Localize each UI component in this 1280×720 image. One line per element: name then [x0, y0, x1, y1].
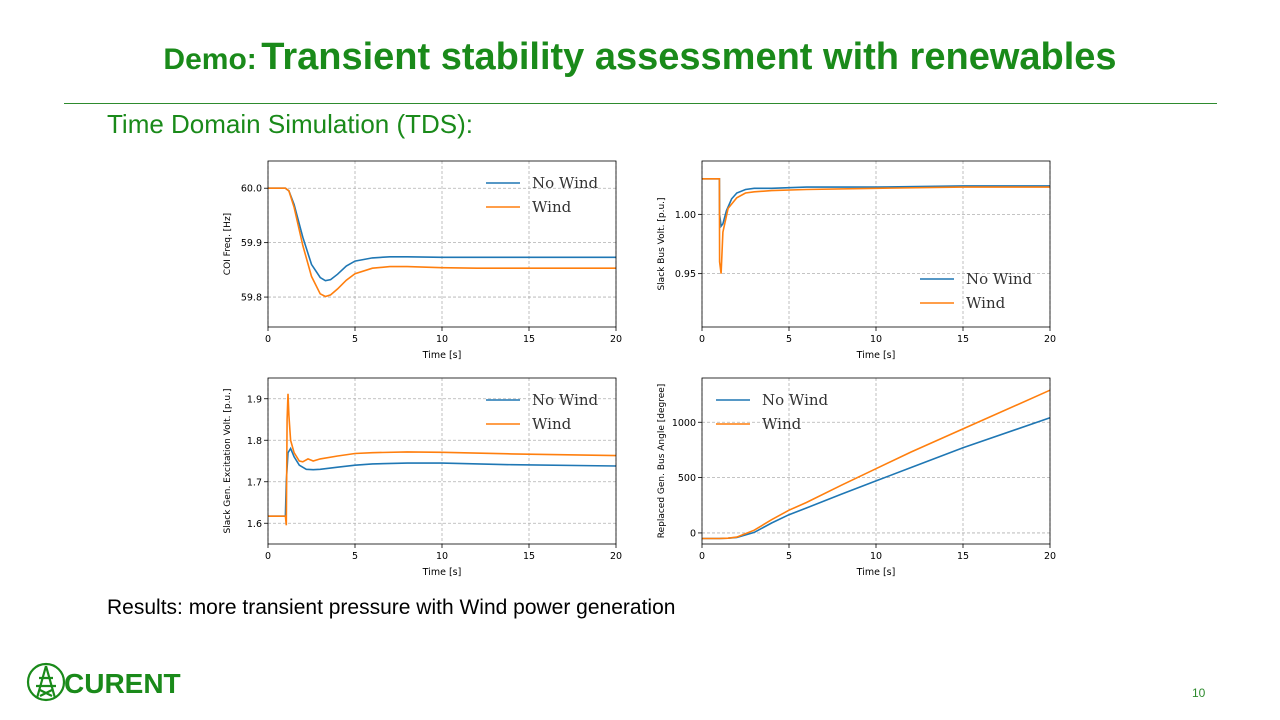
y-tick-label: 1.8 — [247, 436, 262, 447]
legend-label: Wind — [966, 294, 1006, 312]
x-tick-label: 5 — [352, 334, 358, 345]
x-tick-label: 0 — [265, 334, 271, 345]
y-axis-label: COI Freq. [Hz] — [223, 213, 233, 275]
legend-label: Wind — [532, 415, 572, 433]
x-tick-label: 20 — [610, 334, 622, 345]
y-tick-label: 59.9 — [241, 238, 262, 249]
x-tick-label: 5 — [352, 551, 358, 562]
y-axis-label: Replaced Gen. Bus Angle [degree] — [657, 384, 667, 539]
title-main: Transient stability assessment with rene… — [261, 36, 1117, 78]
x-tick-label: 15 — [957, 334, 969, 345]
legend-label: Wind — [532, 198, 572, 216]
y-tick-label: 59.8 — [241, 293, 262, 304]
y-tick-label: 500 — [678, 473, 696, 484]
chart-slack-gen-excitation: 0 5 10 15 20 1.6 1.7 1.8 1.9 Time [s] Slack Gen. E… — [223, 377, 622, 578]
x-tick-label: 20 — [1044, 551, 1056, 562]
legend-label: Wind — [762, 415, 802, 433]
x-tick-label: 20 — [1044, 334, 1056, 345]
title-prefix: Demo: — [163, 43, 257, 76]
chart-coi-frequency: 0 5 10 15 20 59.8 59.9 60.0 Time [s] COI Freq. [H… — [223, 160, 622, 361]
series-line-no-wind — [268, 187, 616, 282]
y-tick-label: 60.0 — [241, 184, 262, 195]
x-tick-label: 5 — [786, 551, 792, 562]
legend-label: No Wind — [532, 174, 599, 192]
x-axis-label: Time [s] — [856, 350, 896, 361]
chart-slack-bus-voltage: 0 5 10 15 20 0.95 1.00 Time [s] Slack Bus Volt. … — [657, 160, 1056, 361]
y-axis-label: Slack Bus Volt. [p.u.] — [657, 197, 667, 290]
y-tick-label: 1.7 — [247, 477, 262, 488]
legend-label: No Wind — [532, 391, 599, 409]
slide-subtitle: Time Domain Simulation (TDS): — [107, 109, 474, 139]
x-tick-label: 0 — [265, 551, 271, 562]
x-tick-label: 10 — [870, 334, 882, 345]
x-tick-label: 0 — [699, 551, 705, 562]
series-line-wind — [702, 178, 1050, 274]
legend-label: No Wind — [966, 270, 1033, 288]
chart-replaced-gen-bus-angle: 0 5 10 15 20 0 500 1000 Time [s] Replaced Gen. Bu… — [657, 377, 1056, 578]
y-tick-label: 1.6 — [247, 519, 262, 530]
x-tick-label: 20 — [610, 551, 622, 562]
transmission-tower-icon — [26, 662, 66, 702]
y-tick-label: 1000 — [672, 418, 696, 429]
x-tick-label: 15 — [523, 334, 535, 345]
page-number: 10 — [1192, 686, 1206, 700]
x-tick-label: 15 — [957, 551, 969, 562]
x-axis-label: Time [s] — [856, 567, 896, 578]
x-tick-label: 10 — [436, 334, 448, 345]
title-divider — [64, 103, 1217, 104]
x-tick-label: 10 — [436, 551, 448, 562]
slide-title: Demo: Transient stability assessment wit… — [0, 38, 1280, 76]
results-text: Results: more transient pressure with Wi… — [107, 596, 676, 619]
series-line-wind — [268, 187, 616, 298]
y-axis-label: Slack Gen. Excitation Volt. [p.u.] — [223, 388, 233, 533]
series-line-wind — [268, 393, 617, 526]
y-tick-label: 0.95 — [675, 269, 696, 280]
legend-label: No Wind — [762, 391, 829, 409]
y-tick-label: 1.9 — [247, 394, 262, 405]
series-line-wind — [702, 389, 1051, 540]
x-tick-label: 0 — [699, 334, 705, 345]
x-tick-label: 10 — [870, 551, 882, 562]
y-tick-label: 1.00 — [675, 210, 696, 221]
curent-logo: CURENT — [26, 662, 181, 702]
x-tick-label: 15 — [523, 551, 535, 562]
x-axis-label: Time [s] — [422, 567, 462, 578]
y-tick-label: 0 — [690, 528, 696, 539]
x-axis-label: Time [s] — [422, 350, 462, 361]
x-tick-label: 5 — [786, 334, 792, 345]
logo-text: CURENT — [64, 668, 181, 699]
